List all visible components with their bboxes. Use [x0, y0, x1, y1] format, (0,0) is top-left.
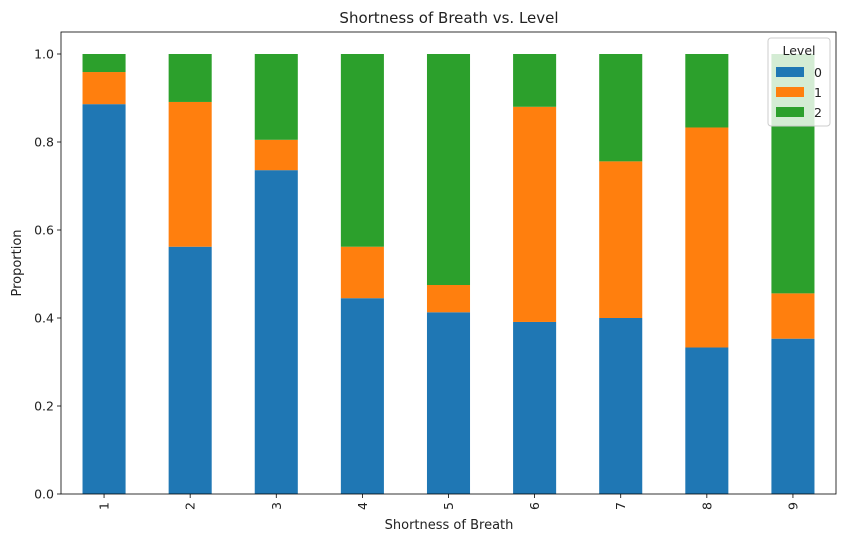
bar-6-level-0: [513, 321, 557, 494]
bar-7-level-2: [599, 54, 643, 162]
bar-2-level-1: [168, 101, 212, 247]
y-tick-label: 0.4: [34, 311, 54, 326]
plot-frame: [60, 31, 837, 495]
y-axis: 0.0 0.2 0.4 0.6 0.8 1.0: [34, 47, 61, 502]
bar-5-level-0: [426, 312, 471, 494]
bar-2-level-0: [168, 246, 212, 494]
bar-1-level-1: [82, 72, 126, 105]
y-tick-label: 0.6: [34, 223, 54, 238]
x-tick-label: 1: [97, 502, 112, 510]
y-tick-label: 0.2: [34, 399, 54, 414]
x-axis-title: Shortness of Breath: [385, 518, 514, 533]
x-tick-label: 7: [613, 502, 628, 510]
legend-swatch-2: [776, 107, 804, 117]
y-tick-label: 1.0: [34, 47, 54, 62]
bar-1-level-2: [82, 54, 126, 73]
bar-7-level-1: [599, 161, 643, 318]
legend-title: Level: [783, 43, 816, 58]
bar-3-level-0: [254, 170, 298, 494]
legend: Level 0 1 2: [767, 37, 831, 127]
legend-swatch-0: [776, 67, 804, 77]
bar-5-level-2: [426, 54, 471, 285]
y-tick-label: 0.8: [34, 135, 54, 150]
bar-4-level-1: [340, 246, 384, 299]
x-tick-label: 2: [183, 502, 198, 510]
bar-9-level-0: [771, 338, 815, 494]
x-tick-label: 5: [441, 502, 456, 510]
legend-box: [767, 37, 831, 127]
y-axis-title: Proportion: [10, 229, 25, 296]
bar-7-level-0: [599, 318, 643, 494]
bar-9-level-1: [771, 293, 815, 339]
bar-8-level-1: [685, 127, 729, 348]
x-tick-label: 9: [785, 502, 800, 510]
bar-4-level-2: [340, 54, 384, 247]
bar-2-level-2: [168, 54, 212, 102]
bar-3-level-1: [254, 139, 298, 171]
bar-6-level-1: [513, 106, 557, 322]
x-tick-label: 6: [527, 502, 542, 510]
y-tick-label: 0.0: [34, 487, 54, 502]
bar-4-level-0: [340, 298, 384, 494]
legend-label-2: 2: [814, 105, 822, 120]
legend-label-1: 1: [814, 85, 822, 100]
chart-title: Shortness of Breath vs. Level: [339, 9, 558, 27]
bar-1-level-0: [82, 104, 126, 494]
x-axis: 1 2 3 4 5 6 7 8 9: [97, 494, 800, 510]
bars-layer: [82, 54, 815, 494]
x-tick-label: 8: [699, 502, 714, 510]
legend-label-0: 0: [814, 65, 822, 80]
legend-swatch-1: [776, 87, 804, 97]
bar-6-level-2: [513, 54, 557, 107]
bar-5-level-1: [426, 285, 471, 313]
bar-8-level-0: [685, 347, 729, 494]
bar-3-level-2: [254, 54, 298, 140]
x-tick-label: 4: [355, 502, 370, 510]
bar-8-level-2: [685, 54, 729, 128]
x-tick-label: 3: [269, 502, 284, 510]
